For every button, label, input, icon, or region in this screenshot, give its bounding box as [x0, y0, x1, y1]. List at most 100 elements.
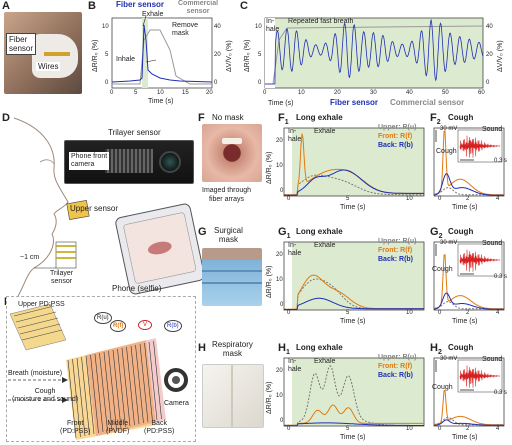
f2-mv: 30 mV: [440, 126, 458, 132]
c-ytick-left-0: 0: [258, 80, 262, 86]
e-front-label: Front (PD:PSS): [60, 420, 91, 435]
stripe-line: [85, 355, 95, 435]
h2-cough: Cough: [432, 384, 453, 391]
c-legend-commercial: Commercial sensor: [390, 98, 465, 107]
stripe-line: [103, 351, 113, 431]
photo-respiratory-mask: [202, 364, 264, 428]
fiber-strip: [44, 52, 70, 56]
f-title: No mask: [212, 113, 244, 122]
g1-xlabel: Time (s): [340, 318, 366, 325]
g1-ytick-0: 0: [280, 302, 284, 308]
f2-xtick-2: 4: [496, 196, 500, 202]
h1-xtick-0: 0: [287, 426, 291, 432]
front-series-line: [433, 389, 504, 426]
plot-frame: [433, 357, 505, 427]
g-title: Surgical mask: [214, 226, 243, 244]
d-distance: ~1 cm: [20, 254, 40, 261]
e-back-label: Back (PD:PSS): [144, 420, 175, 435]
panel-label-b: B: [88, 0, 96, 12]
mask-pleat-2: [202, 282, 262, 284]
mask-shape: [32, 34, 78, 78]
panel-label-d: D: [2, 112, 10, 124]
d-phone-front-camera: Phone front camera: [69, 152, 110, 170]
inhale-label-b: Inhale: [116, 56, 136, 63]
inhale-band: [284, 242, 292, 310]
f2-xlabel: Time (s): [452, 204, 478, 211]
stripe-line: [117, 348, 126, 428]
e-breath-label: Breath (moisture): [8, 370, 63, 377]
upper-sensor-stripes: [9, 303, 67, 351]
back-series-line: [284, 169, 424, 196]
g1-legend-back: Back: R(b): [378, 256, 414, 263]
fiber-sensor-label: Fiber sensor: [6, 33, 37, 55]
h2-sound: Sound: [482, 356, 503, 363]
e-rb-label: R(b): [164, 320, 182, 332]
h2-label: H2: [430, 342, 442, 357]
b-xtick-2: 10: [157, 90, 164, 96]
g1-ytick-2: 20: [276, 252, 283, 258]
g1-sub: 1: [286, 233, 291, 241]
h1-ytick-2: 20: [276, 368, 283, 374]
c-xtick-0: 0: [263, 90, 267, 96]
h2-mv: 30 mV: [440, 356, 458, 362]
g2-sub: 2: [438, 233, 443, 241]
panel-label-h: H: [198, 342, 206, 354]
g2-xtick-1: 2: [466, 310, 470, 316]
stripe-line: [153, 340, 162, 420]
stripe-line: [81, 356, 90, 436]
f1-ylabel: ΔR/R₀ (%): [266, 151, 273, 184]
h2-xtick-0: 0: [438, 426, 442, 432]
f-caption: Imaged through fiber arrays: [202, 187, 252, 203]
b-xtick-0: 0: [110, 90, 114, 96]
f2-sub: 2: [436, 119, 441, 127]
f1-inhale: In- hale: [288, 128, 302, 143]
e-v-label: V: [138, 320, 153, 330]
f1-xtick-2: 10: [406, 196, 413, 202]
back-series-line: [433, 292, 504, 310]
h1-exhale: Exhale: [314, 358, 336, 365]
remove-mask-label: Remove mask: [172, 22, 199, 37]
g1-inhale: In- hale: [288, 242, 302, 257]
b-xtick-4: 20: [206, 90, 213, 96]
d-trilayer-sensor-2: Trilayer sensor: [50, 270, 74, 285]
stripe-line: [76, 357, 86, 437]
c-legend-fiber: Fiber sensor: [330, 98, 379, 107]
g2-cough: Cough: [432, 266, 453, 273]
stripe-line: [67, 359, 77, 439]
f1-ytick-2: 20: [276, 138, 283, 144]
g1-xtick-2: 10: [406, 310, 413, 316]
g2-xlabel: Time (s): [452, 318, 478, 325]
c-xtick-5: 50: [442, 90, 449, 96]
e-rf-label: R(f): [110, 320, 127, 332]
g1-xtick-0: 0: [287, 310, 291, 316]
panel-label-a: A: [2, 0, 10, 12]
f1-ytick-1: 10: [276, 163, 283, 169]
c-ylabel-right: ΔV/V₀ (%): [497, 40, 504, 72]
f2-title: Cough: [448, 113, 474, 122]
stripe-line: [108, 350, 117, 430]
b-ytick-right-0: 0: [214, 80, 218, 86]
upper-series-line: [284, 278, 424, 310]
panel-label-f: F: [198, 112, 205, 124]
e-camera-label: Camera: [164, 400, 189, 407]
b-xtick-1: 5: [134, 90, 138, 96]
h2-xlabel: Time (s): [452, 434, 478, 441]
c-ylabel-left: ΔR/R₀ (%): [244, 39, 251, 72]
exhale-band: [292, 358, 424, 426]
h-title: Respiratory mask: [212, 340, 253, 358]
chart-h1: [283, 357, 425, 427]
upper-series-line: [433, 301, 504, 310]
chart-h2: [433, 357, 505, 427]
g1-ylabel: ΔR/R₀ (%): [266, 265, 273, 298]
f1-legend-front: Front: R(f): [378, 133, 413, 140]
c-ytick-right-1: 20: [486, 52, 493, 58]
h1-legend-front: Front: R(f): [378, 363, 413, 370]
g2-label: G2: [430, 226, 443, 241]
stripe-line: [135, 344, 144, 424]
f2-label: F2: [430, 112, 441, 127]
stripe-line: [148, 341, 158, 421]
phone-body: [115, 203, 205, 295]
f2-cough: Cough: [436, 148, 457, 155]
chart-g2: [433, 241, 505, 311]
stripe-line: [99, 352, 108, 432]
